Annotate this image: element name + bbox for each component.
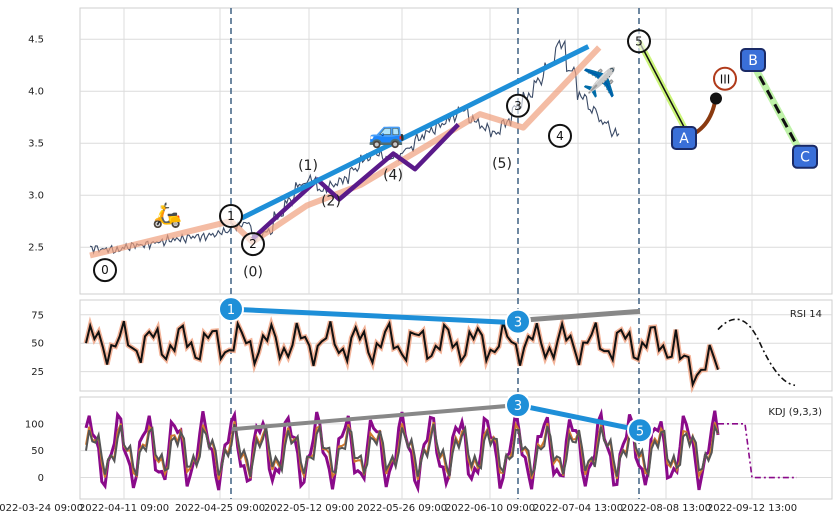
wave-label: 0 <box>101 263 109 277</box>
kdj-divergence-line-2 <box>517 402 641 433</box>
rsi-divergence-line <box>230 306 519 326</box>
rsi-divergence-label: 3 <box>514 316 522 331</box>
kdj-j-line <box>84 408 720 494</box>
x-tick-label: 2022-09-12 13:00 <box>707 503 797 514</box>
kdj-panel <box>79 396 833 500</box>
abc-label: B <box>748 53 758 69</box>
wave-label-circle <box>548 123 572 148</box>
wave-label-circle <box>627 29 651 54</box>
sub-wave-line <box>250 122 460 241</box>
abc-label-box <box>740 48 766 72</box>
wave-label: 2 <box>249 237 257 251</box>
kdj-projection <box>718 423 797 479</box>
y-tick-label: 4.5 <box>28 35 44 46</box>
rsi-divergence-marker <box>505 308 531 335</box>
wave-marker-dot <box>710 92 722 105</box>
scooter-icon: 🛵 <box>152 201 182 229</box>
sub-wave-label: (5) <box>492 156 512 172</box>
airplane-icon: ✈️ <box>582 65 617 99</box>
wave-label: 5 <box>635 34 643 48</box>
y-tick-label: 50 <box>31 446 44 457</box>
kdj-divergence-marker <box>505 392 531 419</box>
wave-label: 4 <box>556 129 564 143</box>
kdj-k-line <box>85 423 719 478</box>
y-tick-label: 3.5 <box>28 139 44 150</box>
wave-iii-label: III <box>720 73 731 87</box>
abc-label-box <box>792 144 818 169</box>
rsi-divergence-marker <box>218 296 244 323</box>
rsi-divergence-label: 1 <box>227 303 235 318</box>
abc-label: A <box>679 131 689 147</box>
y-tick-label: 25 <box>31 367 44 378</box>
y-tick-label: 75 <box>31 310 44 321</box>
x-tick-label: 2022-08-08 13:00 <box>621 503 711 514</box>
kdj-divergence-label: 3 <box>514 399 522 414</box>
y-tick-label: 2.5 <box>28 243 44 254</box>
wave-label-circle <box>241 232 265 257</box>
kdj-divergence-marker <box>627 417 653 444</box>
kdj-panel-label: KDJ (9,3,3) <box>768 407 822 418</box>
price-layer: 0 12 3 4 5 (0) (1) (2) (4) (5) III A B C <box>89 29 818 283</box>
sub-wave-label: (1) <box>298 158 318 174</box>
y-tick-label: 3.0 <box>28 191 44 202</box>
sub-wave-label: (2) <box>321 194 341 210</box>
blue-trend-line <box>240 44 590 221</box>
wave-label-circle <box>219 204 243 228</box>
sub-wave-label: (4) <box>383 168 403 184</box>
y-axis: 2.5 3.0 3.5 4.0 4.5 25 50 75 0 50 100 <box>25 35 44 484</box>
wave-label-circle <box>93 258 117 283</box>
x-tick-label: 2022-04-25 09:00 <box>175 503 265 514</box>
y-tick-label: 100 <box>25 419 44 430</box>
rsi-line <box>85 319 719 389</box>
wave-label: 1 <box>227 209 235 223</box>
rsi-projection <box>717 318 796 387</box>
wave-a-line-inner <box>638 40 687 132</box>
y-tick-label: 4.0 <box>28 87 44 98</box>
kdj-divergence-label: 5 <box>636 424 644 439</box>
kdj-divergence-line <box>231 403 519 432</box>
abc-label-box <box>671 126 697 150</box>
wave-iii-circle <box>713 66 737 91</box>
y-tick-label: 0 <box>38 473 44 484</box>
rsi-layer: 13 <box>83 296 796 394</box>
y-tick-label: 50 <box>31 339 44 350</box>
rsi-panel-label: RSI 14 <box>790 309 822 320</box>
wave-label-circle <box>506 93 530 118</box>
wave-label: 3 <box>514 99 522 113</box>
sub-wave-label: (0) <box>243 264 263 280</box>
price-panel <box>79 7 833 295</box>
x-tick-label: 2022-05-26 09:00 <box>357 503 447 514</box>
x-tick-label: 2022-06-10 09:00 <box>445 503 535 514</box>
x-tick-label: 2022-04-11 09:00 <box>79 503 169 514</box>
x-tick-label: 2022-05-12 09:00 <box>264 503 354 514</box>
x-tick-label: 2022-07-04 13:00 <box>533 503 623 514</box>
rsi-divergence-line-2 <box>517 308 641 323</box>
price-line <box>89 39 620 255</box>
abc-label: C <box>800 150 810 166</box>
car-icon: 🚙 <box>368 115 405 150</box>
wave-c-line-dashed <box>750 61 805 158</box>
kdj-layer: 35 <box>84 392 797 494</box>
x-tick-label: 2022-03-24 09:00 <box>0 503 83 514</box>
